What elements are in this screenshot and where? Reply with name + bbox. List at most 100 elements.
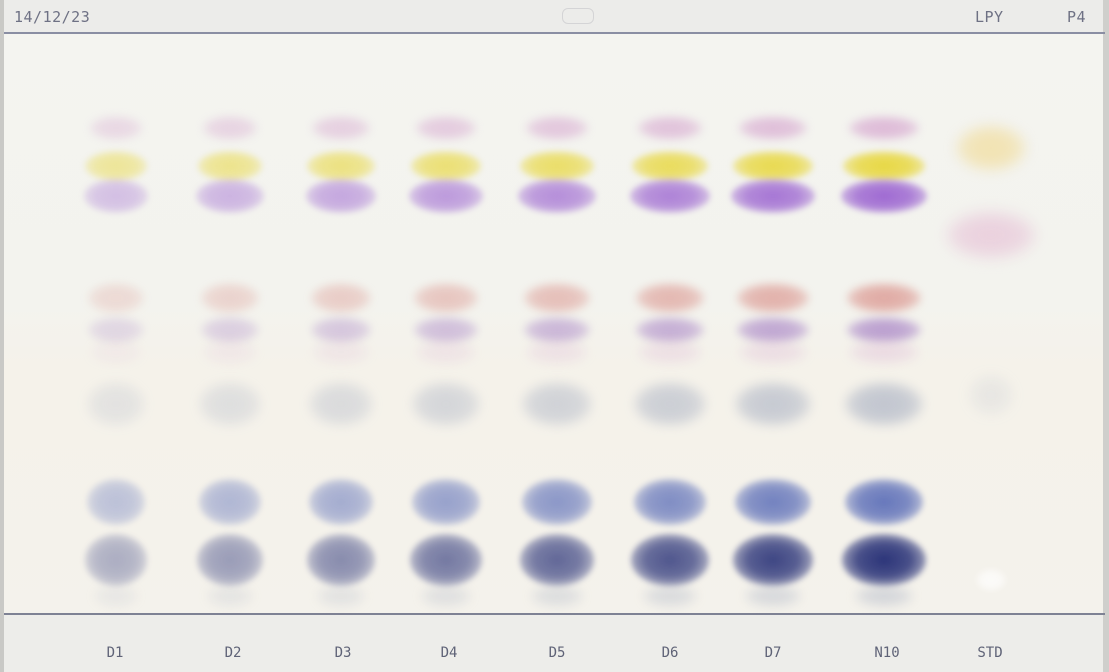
- blue-upper-spot: [412, 479, 480, 525]
- blue-upper-spot: [199, 479, 261, 525]
- trail-spot: [202, 340, 258, 364]
- grey-blue-spot: [633, 382, 707, 426]
- blue-upper-spot: [735, 479, 811, 525]
- lane-label: D4: [440, 645, 458, 661]
- std-origin-spot: [976, 569, 1006, 591]
- yellow-spot: [733, 151, 813, 181]
- lane-label: D2: [224, 645, 242, 661]
- pencil-smudge: [562, 8, 594, 24]
- grey-blue-spot: [412, 382, 480, 426]
- mauve-spot: [635, 317, 705, 343]
- plate-id-label: P4: [1067, 8, 1087, 26]
- blue-lower-spot: [197, 534, 263, 586]
- violet-spot: [196, 179, 264, 213]
- mauve-spot: [200, 317, 260, 343]
- mauve-spot: [88, 317, 144, 343]
- std-pink-spot: [946, 211, 1036, 259]
- tail-spot: [94, 585, 138, 607]
- violet-spot: [83, 179, 149, 213]
- tail-spot: [421, 585, 471, 607]
- blue-upper-spot: [633, 479, 707, 525]
- plate-right-edge: [1103, 0, 1109, 672]
- mauve-spot: [414, 317, 478, 343]
- trail-spot: [849, 340, 919, 364]
- grey-blue-spot: [86, 382, 146, 426]
- pink-top-spot: [525, 116, 589, 140]
- yellow-spot: [307, 151, 375, 181]
- plate-bottom-margin: [0, 614, 1109, 672]
- std-faint-spot: [969, 375, 1013, 415]
- grey-blue-spot: [522, 382, 592, 426]
- trail-spot: [637, 340, 703, 364]
- violet-spot: [840, 179, 928, 213]
- blue-lower-spot: [84, 534, 148, 586]
- tail-spot: [855, 585, 913, 607]
- salmon-spot: [88, 283, 144, 313]
- trail-spot: [312, 340, 370, 364]
- tail-spot: [207, 585, 253, 607]
- yellow-spot: [85, 151, 147, 181]
- tail-spot: [745, 585, 801, 607]
- mauve-spot: [737, 317, 809, 343]
- salmon-spot: [847, 283, 921, 313]
- grey-blue-spot: [199, 382, 261, 426]
- mauve-spot: [310, 317, 372, 343]
- grey-blue-spot: [308, 382, 374, 426]
- plate-code-label: LPY: [975, 8, 1004, 26]
- pink-top-spot: [416, 116, 476, 140]
- violet-spot: [305, 179, 377, 213]
- lane-label: N10: [874, 645, 900, 661]
- blue-upper-spot: [86, 479, 146, 525]
- blue-lower-spot: [842, 534, 926, 586]
- yellow-spot: [410, 151, 482, 181]
- tail-spot: [531, 585, 583, 607]
- blue-lower-spot: [519, 534, 595, 586]
- salmon-spot: [635, 283, 705, 313]
- salmon-spot: [200, 283, 260, 313]
- std-yellow-spot: [956, 125, 1026, 171]
- blue-lower-spot: [410, 534, 482, 586]
- pink-top-spot: [312, 116, 370, 140]
- violet-spot: [518, 179, 596, 213]
- trail-spot: [89, 340, 143, 364]
- lane-label: D7: [764, 645, 782, 661]
- blue-lower-spot: [631, 534, 709, 586]
- salmon-spot: [523, 283, 591, 313]
- lane-label: D3: [334, 645, 352, 661]
- blue-upper-spot: [308, 479, 374, 525]
- grey-blue-spot: [735, 382, 811, 426]
- violet-spot: [629, 179, 711, 213]
- baseline-line: [4, 613, 1105, 615]
- lane-label: D5: [548, 645, 566, 661]
- violet-spot: [731, 179, 815, 213]
- trail-spot: [525, 340, 589, 364]
- mauve-spot: [523, 317, 591, 343]
- tail-spot: [317, 585, 365, 607]
- blue-lower-spot: [306, 534, 376, 586]
- trail-spot: [416, 340, 476, 364]
- pink-top-spot: [202, 116, 258, 140]
- yellow-spot: [631, 151, 709, 181]
- plate-date-label: 14/12/23: [14, 8, 91, 26]
- yellow-spot: [520, 151, 594, 181]
- blue-lower-spot: [732, 534, 814, 586]
- yellow-spot: [197, 151, 263, 181]
- lane-label: STD: [977, 645, 1003, 661]
- yellow-spot: [843, 151, 925, 181]
- plate-left-edge: [0, 0, 4, 672]
- pink-top-spot: [849, 116, 919, 140]
- mauve-spot: [847, 317, 921, 343]
- plate-top-margin: [0, 0, 1109, 33]
- pink-top-spot: [89, 116, 143, 140]
- grey-blue-spot: [845, 382, 923, 426]
- solvent-front-line: [4, 32, 1105, 34]
- salmon-spot: [737, 283, 809, 313]
- lane-label: D6: [661, 645, 679, 661]
- tail-spot: [643, 585, 697, 607]
- violet-spot: [408, 179, 484, 213]
- lane-label: D1: [106, 645, 124, 661]
- salmon-spot: [414, 283, 478, 313]
- blue-upper-spot: [522, 479, 592, 525]
- blue-upper-spot: [845, 479, 923, 525]
